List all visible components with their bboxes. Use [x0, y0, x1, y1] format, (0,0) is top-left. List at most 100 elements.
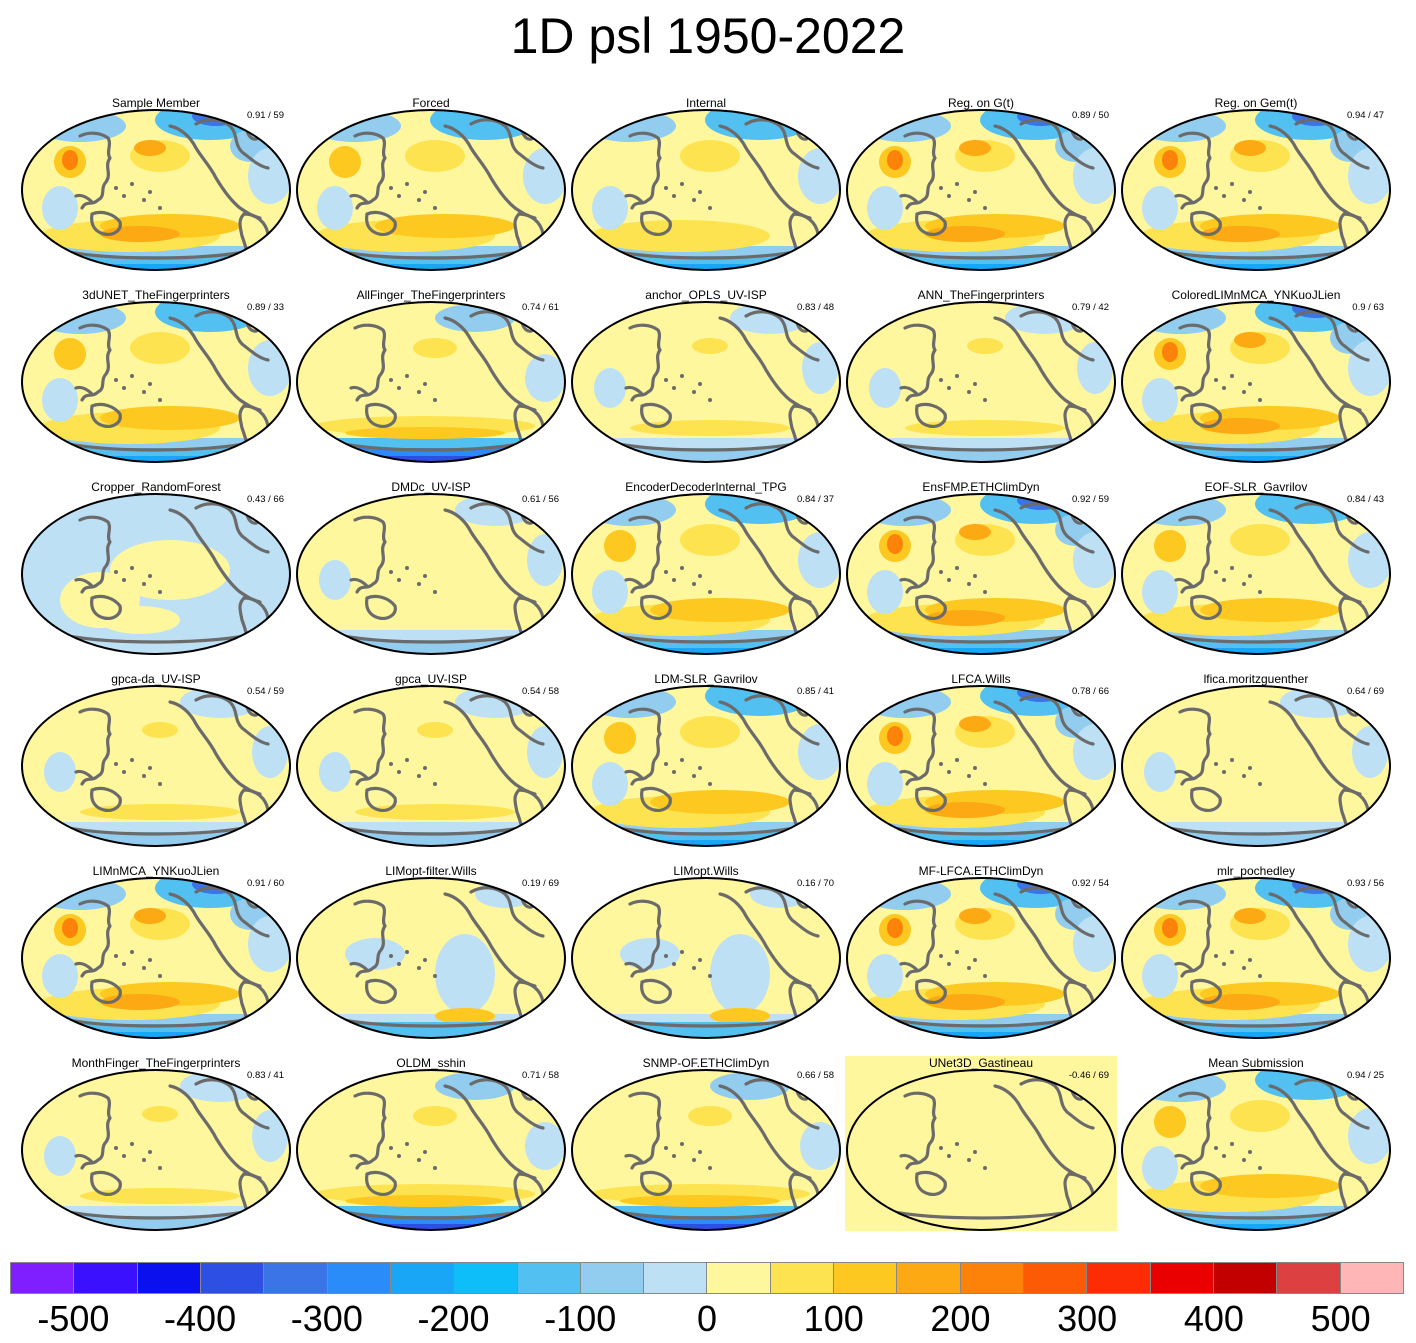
island: [955, 566, 959, 570]
map-outline: [1121, 685, 1391, 847]
panel-title: LIMnMCA_YNKuoJLien: [92, 864, 220, 878]
coastline: [624, 1153, 644, 1164]
map-outline: [846, 877, 1116, 1039]
positive-anomaly: [604, 722, 636, 754]
island: [973, 190, 977, 194]
positive-anomaly: [405, 140, 465, 172]
island: [114, 378, 118, 382]
island: [142, 966, 146, 970]
coastline: [1148, 822, 1366, 836]
map-field: [22, 494, 290, 654]
island: [698, 574, 702, 578]
colorbar-swatch: [1024, 1263, 1088, 1293]
anomaly-map: [296, 877, 566, 1039]
coastline: [993, 892, 1087, 988]
island: [1222, 1154, 1226, 1158]
island: [1230, 1142, 1234, 1146]
negative-anomaly: [44, 752, 76, 792]
island: [1242, 1158, 1246, 1162]
negative-anomaly: [248, 148, 290, 204]
island: [130, 1142, 134, 1146]
map-panel: gpca-da_UV-ISP 0.54 / 59: [20, 672, 292, 847]
coastline: [90, 402, 122, 428]
coastline: [194, 694, 270, 746]
island: [955, 374, 959, 378]
island: [122, 578, 126, 582]
island: [947, 1154, 951, 1158]
island: [148, 190, 152, 194]
coastline: [349, 577, 369, 588]
map-outline: [571, 109, 841, 271]
colorbar-swatch: [1277, 1263, 1341, 1293]
island: [955, 1142, 959, 1146]
map-panel: lfica.moritzguenther 0.64 / 69: [1120, 672, 1392, 847]
panel-score: -0.46 / 69: [1068, 1070, 1109, 1081]
positive-anomaly: [1234, 908, 1266, 924]
coastline: [1174, 385, 1194, 396]
map-field: [572, 494, 840, 654]
island: [973, 574, 977, 578]
island: [423, 1150, 427, 1154]
map-outline: [296, 109, 566, 271]
colorbar-tick-label: 100: [803, 1298, 864, 1339]
map-panel: MF-LFCA.ETHClimDyn 0.92 / 54: [845, 864, 1117, 1039]
coastline: [915, 402, 947, 428]
island: [680, 182, 684, 186]
island: [973, 958, 977, 962]
colorbar-swatch: [1087, 1263, 1151, 1293]
positive-anomaly: [435, 1008, 495, 1024]
map-field: [22, 1070, 290, 1230]
panel-score: 0.61 / 56: [522, 494, 559, 505]
anomaly-map: [21, 877, 291, 1039]
coastline: [194, 310, 270, 362]
positive-anomaly: [80, 804, 240, 820]
coastline: [1294, 310, 1370, 362]
positive-anomaly: [680, 140, 740, 172]
island: [664, 954, 668, 958]
positive-anomaly: [1162, 342, 1178, 362]
map-outline: [1121, 1069, 1391, 1231]
map-outline: [846, 685, 1116, 847]
map-field: [847, 110, 1115, 270]
panel-title: MonthFinger_TheFingerprinters: [71, 1056, 241, 1070]
island: [664, 186, 668, 190]
coastline: [90, 594, 122, 620]
positive-anomaly: [887, 918, 903, 938]
coastline: [1178, 515, 1212, 594]
coastline: [1148, 630, 1366, 644]
panel-score: 0.83 / 48: [797, 302, 834, 313]
positive-anomaly: [590, 220, 770, 252]
coastline: [903, 1091, 937, 1170]
coastline: [1148, 1206, 1366, 1220]
coastline: [628, 707, 662, 786]
island: [397, 194, 401, 198]
coastline: [1268, 892, 1362, 988]
coastline: [873, 1206, 1091, 1220]
map-panel: SNMP-OF.ETHClimDyn 0.66 / 58: [570, 1056, 842, 1231]
negative-anomaly: [710, 934, 770, 1014]
positive-anomaly: [1234, 140, 1266, 156]
map-field: [847, 494, 1115, 654]
island: [158, 590, 162, 594]
anomaly-map: [296, 1069, 566, 1231]
map-panel: UNet3D_Gastineau -0.46 / 69: [845, 1056, 1117, 1231]
island: [1242, 966, 1246, 970]
island: [983, 398, 987, 402]
negative-anomaly: [252, 726, 288, 778]
island: [672, 770, 676, 774]
panel-title: OLDM_sshin: [396, 1056, 466, 1070]
negative-anomaly: [1142, 1146, 1178, 1190]
coastline: [993, 124, 1087, 220]
panel-score: 0.66 / 58: [797, 1070, 834, 1081]
island: [417, 582, 421, 586]
coastline: [469, 1078, 545, 1130]
coastline: [90, 1170, 122, 1196]
negative-anomaly: [594, 368, 626, 408]
colorbar: [10, 1262, 1404, 1294]
coastline: [1294, 118, 1370, 170]
island: [142, 390, 146, 394]
island: [1214, 954, 1218, 958]
positive-anomaly: [959, 524, 991, 540]
colorbar-swatch: [1213, 1263, 1278, 1293]
island: [423, 766, 427, 770]
